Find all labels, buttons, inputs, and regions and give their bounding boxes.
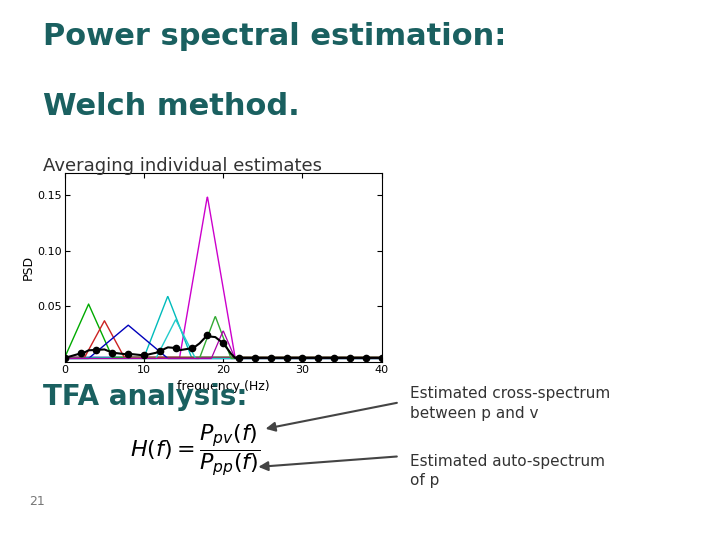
Text: Welch method.: Welch method. (43, 92, 300, 121)
Text: Estimated cross-spectrum
between p and v: Estimated cross-spectrum between p and v (410, 386, 611, 421)
Text: Estimated auto-spectrum
of p: Estimated auto-spectrum of p (410, 454, 606, 488)
Text: TFA analysis:: TFA analysis: (43, 383, 248, 411)
Text: $H(f) = \dfrac{P_{pv}(f)}{P_{pp}(f)}$: $H(f) = \dfrac{P_{pv}(f)}{P_{pp}(f)}$ (130, 423, 260, 479)
Y-axis label: PSD: PSD (22, 255, 35, 280)
Text: Power spectral estimation:: Power spectral estimation: (43, 22, 507, 51)
X-axis label: frequency (Hz): frequency (Hz) (177, 380, 269, 393)
Text: Averaging individual estimates: Averaging individual estimates (43, 157, 323, 174)
Text: 21: 21 (29, 495, 45, 508)
